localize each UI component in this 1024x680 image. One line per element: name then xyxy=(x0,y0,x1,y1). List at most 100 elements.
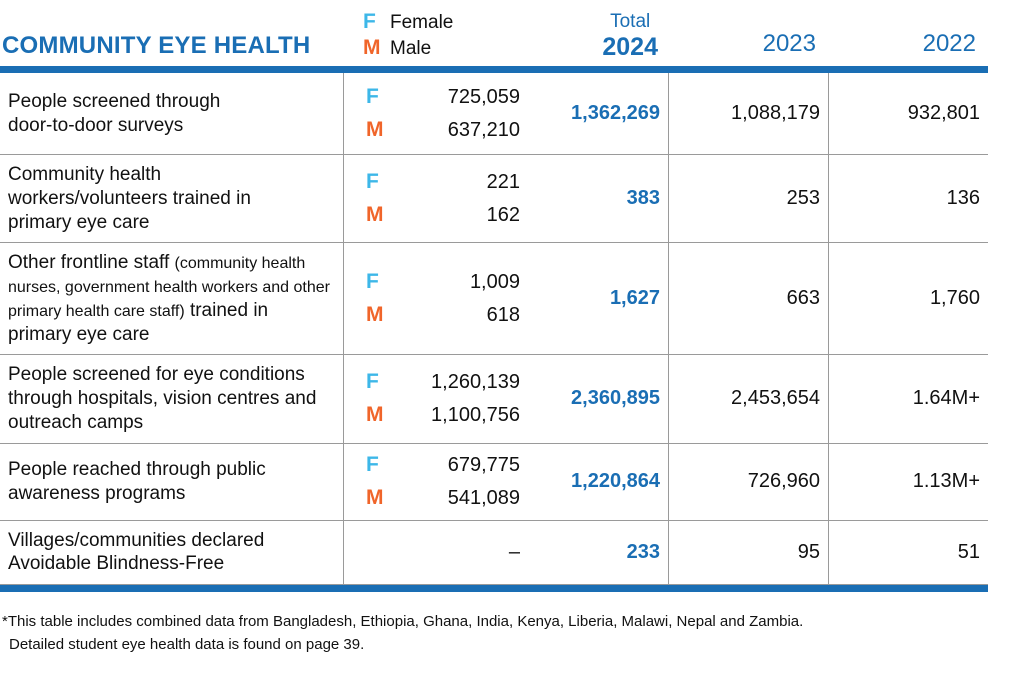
page: COMMUNITY EYE HEALTH F Female M Male Tot… xyxy=(0,4,1024,657)
male-row: M 162 xyxy=(366,203,520,227)
female-symbol: F xyxy=(366,85,379,108)
year-2024-label: 2024 xyxy=(602,33,658,61)
table-row: People screened through door-to-door sur… xyxy=(0,73,988,155)
row-label: People screened through door-to-door sur… xyxy=(0,73,343,154)
column-header-2022: 2022 xyxy=(922,30,976,57)
value-2023: 663 xyxy=(668,243,828,355)
row-label-text: People screened through door-to-door sur… xyxy=(8,90,221,136)
male-symbol: M xyxy=(366,403,384,427)
female-value: 221 xyxy=(486,170,520,193)
value-2023: 253 xyxy=(668,155,828,243)
total-2024-value: 1,220,864 xyxy=(571,470,660,492)
table-header: COMMUNITY EYE HEALTH F Female M Male Tot… xyxy=(0,4,988,66)
female-symbol: F xyxy=(366,370,379,394)
male-value: 618 xyxy=(486,303,520,326)
table-row: Community health workers/volunteers trai… xyxy=(0,155,988,244)
row-label-parenthetical: (community health nurses, government hea… xyxy=(8,255,330,320)
female-row: F 679,775 xyxy=(366,453,520,477)
gender-values: F 725,059 M 637,210 xyxy=(344,73,520,154)
value-2022: 1.13M+ xyxy=(828,443,988,520)
female-value: 679,775 xyxy=(447,453,520,476)
male-value: 162 xyxy=(486,203,520,226)
male-value: 637,210 xyxy=(447,118,520,141)
female-value: 1,260,139 xyxy=(431,370,520,393)
male-label: Male xyxy=(390,38,432,59)
male-symbol: M xyxy=(363,36,381,59)
row-label-text: Other frontline staff (community health … xyxy=(8,251,333,346)
footnote-line-1: *This table includes combined data from … xyxy=(2,613,804,630)
female-symbol: F xyxy=(366,453,379,476)
total-2024-value: 1,627 xyxy=(609,287,660,310)
legend-female: F Female xyxy=(363,10,453,34)
total-label: Total xyxy=(610,11,651,32)
male-symbol: M xyxy=(366,303,384,327)
column-header-total-2024: Total 2024 xyxy=(602,11,668,66)
fm-cell: F 221 M 162 383 xyxy=(343,155,668,243)
male-symbol: M xyxy=(366,118,384,141)
row-label-part: trained in primary eye care xyxy=(8,299,269,345)
row-label-part: Other frontline staff xyxy=(8,252,175,274)
row-label: People screened for eye conditions throu… xyxy=(0,355,343,442)
footnote: *This table includes combined data from … xyxy=(0,610,1024,657)
female-row: F 1,009 xyxy=(366,270,520,294)
row-label-text: People reached through public awareness … xyxy=(8,458,266,504)
gender-values: F 1,260,139 M 1,100,756 xyxy=(344,355,520,442)
male-value: 1,100,756 xyxy=(431,403,520,426)
gender-legend: F Female M Male xyxy=(343,8,453,66)
column-header-2023: 2023 xyxy=(762,30,816,57)
fm-cell: – 233 xyxy=(343,520,668,585)
row-label: Community health workers/volunteers trai… xyxy=(0,155,343,242)
value-2023: 95 xyxy=(668,520,828,584)
no-data-dash: – xyxy=(508,540,520,563)
no-data-row: – xyxy=(366,541,520,564)
value-2022: 932,801 xyxy=(828,73,988,154)
row-label-text: Villages/communities declared Avoidable … xyxy=(8,529,265,575)
male-row: M 637,210 xyxy=(366,118,520,142)
total-2024-value: 2,360,895 xyxy=(571,387,660,410)
row-label-text: People screened for eye conditions throu… xyxy=(8,364,317,433)
fm-cell: F 1,260,139 M 1,100,756 2,360,895 xyxy=(343,355,668,443)
value-2023: 2,453,654 xyxy=(668,355,828,443)
fm-cell: F 725,059 M 637,210 1,362,269 xyxy=(343,73,668,154)
female-row: F 725,059 xyxy=(366,85,520,109)
female-symbol: F xyxy=(363,10,376,33)
legend-male: M Male xyxy=(363,36,453,60)
value-2023: 726,960 xyxy=(668,443,828,520)
male-row: M 1,100,756 xyxy=(366,403,520,427)
value-2022: 1,760 xyxy=(828,243,988,355)
table-row: People screened for eye conditions throu… xyxy=(0,355,988,444)
header-fm-cell: F Female M Male Total 2024 xyxy=(343,4,668,66)
row-label: People reached through public awareness … xyxy=(0,444,343,520)
total-2024-value: 233 xyxy=(626,540,660,563)
row-label: Villages/communities declared Avoidable … xyxy=(0,521,343,585)
gender-values: F 221 M 162 xyxy=(344,155,520,242)
row-label: Other frontline staff (community health … xyxy=(0,243,343,354)
table-row: Other frontline staff (community health … xyxy=(0,243,988,356)
gender-values: – xyxy=(344,521,520,585)
table-row: People reached through public awareness … xyxy=(0,443,988,521)
table-row: Villages/communities declared Avoidable … xyxy=(0,520,988,585)
fm-cell: F 679,775 M 541,089 1,220,864 xyxy=(343,443,668,520)
value-2022: 136 xyxy=(828,155,988,243)
male-symbol: M xyxy=(366,203,384,227)
female-symbol: F xyxy=(366,270,379,294)
male-value: 541,089 xyxy=(447,486,520,509)
female-label: Female xyxy=(390,12,454,33)
row-label-text: Community health workers/volunteers trai… xyxy=(8,164,251,233)
value-2023: 1,088,179 xyxy=(668,73,828,154)
bottom-divider-bar xyxy=(0,585,988,592)
female-row: F 221 xyxy=(366,170,520,194)
top-divider-bar xyxy=(0,66,988,73)
fm-cell: F 1,009 M 618 1,627 xyxy=(343,243,668,355)
female-value: 725,059 xyxy=(447,85,520,108)
male-row: M 618 xyxy=(366,303,520,327)
value-2022: 51 xyxy=(828,520,988,584)
value-2022: 1.64M+ xyxy=(828,355,988,443)
total-2024-value: 1,362,269 xyxy=(571,102,660,124)
female-row: F 1,260,139 xyxy=(366,370,520,394)
female-value: 1,009 xyxy=(469,270,520,293)
total-2024-value: 383 xyxy=(626,187,660,210)
page-title: COMMUNITY EYE HEALTH xyxy=(2,32,311,59)
male-symbol: M xyxy=(366,486,384,509)
female-symbol: F xyxy=(366,170,379,194)
